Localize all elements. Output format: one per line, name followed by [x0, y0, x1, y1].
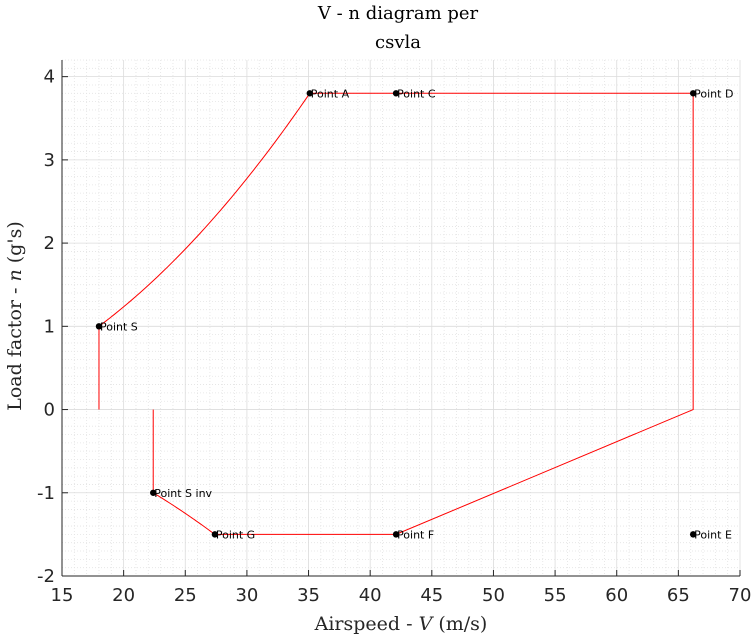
negative-stall-curve	[152, 492, 216, 535]
axes	[61, 60, 741, 577]
y-tick-label: 2	[44, 233, 55, 254]
x-tick-label: 60	[605, 585, 628, 606]
x-tick-label: 25	[174, 585, 197, 606]
point-marker	[392, 531, 400, 538]
point-label: Point C	[397, 87, 436, 100]
x-axis-label-text: Airspeed -	[314, 613, 419, 635]
y-tick-label: 4	[44, 67, 55, 88]
y-tick-label: -2	[37, 566, 55, 587]
y-axis-label-text: Load factor -	[4, 282, 26, 411]
envelope-boundary-line	[214, 92, 694, 535]
y-axis-label-var: n	[4, 269, 26, 281]
y-axis-label-unit: (g's)	[4, 221, 26, 269]
point-marker	[306, 90, 313, 97]
x-tick-label: 65	[667, 585, 690, 606]
point-marker	[689, 90, 697, 97]
point-marker	[150, 489, 157, 496]
x-tick-label: 20	[112, 585, 135, 606]
y-tick-label: 3	[44, 150, 55, 171]
y-tick-label: 0	[44, 400, 55, 421]
point-marker	[211, 531, 219, 538]
positive-stall-curve	[98, 93, 311, 327]
x-tick-label: 70	[729, 585, 752, 606]
point-marker	[392, 90, 400, 97]
x-tick-label: 30	[235, 585, 258, 606]
x-tick-label: 15	[51, 585, 74, 606]
point-label: Point A	[311, 87, 350, 100]
y-axis-label: Load factor - n (g's)	[4, 221, 26, 411]
x-axis-label-var: V	[419, 613, 435, 635]
chart-title-line2: csvla	[375, 32, 421, 53]
point-marker	[95, 323, 103, 330]
chart-title-line1: V - n diagram per	[317, 3, 479, 24]
point-label: Point S inv	[154, 487, 212, 500]
y-tick-label: 1	[44, 316, 55, 337]
x-tick-label: 35	[297, 585, 320, 606]
x-axis-label: Airspeed - V (m/s)	[314, 613, 488, 635]
x-tick-label: 55	[544, 585, 567, 606]
x-axis-label-unit: (m/s)	[432, 613, 487, 635]
tick-labels: 15 20 25 30 35 40 45 50 55 60 65 70 -2 -1 0 1 2 3 4	[37, 67, 751, 606]
point-label: Point S	[100, 320, 138, 333]
point-label: Point D	[694, 87, 733, 100]
envelope-series	[98, 92, 694, 535]
point-marker	[689, 531, 697, 538]
point-label: Point F	[397, 528, 434, 541]
point-label: Point G	[216, 528, 255, 541]
point-markers: Point S Point A Point C Point D Point S inv P…	[95, 87, 733, 541]
x-tick-label: 40	[359, 585, 382, 606]
point-label: Point E	[694, 528, 732, 541]
x-tick-label: 50	[482, 585, 505, 606]
minor-grid	[62, 59, 740, 576]
y-tick-label: -1	[37, 483, 55, 504]
x-tick-label: 45	[420, 585, 443, 606]
